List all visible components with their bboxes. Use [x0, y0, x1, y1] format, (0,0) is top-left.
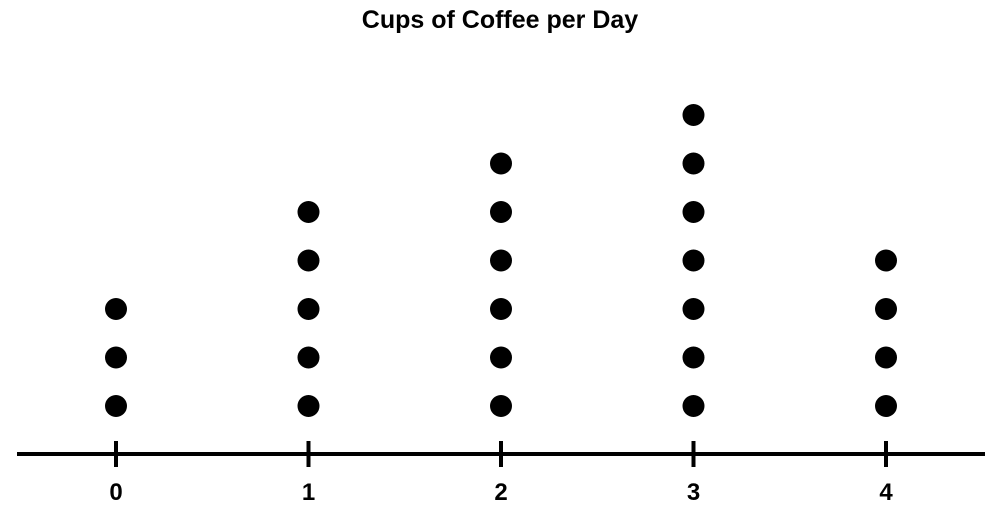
data-dot [105, 346, 127, 369]
data-dot [490, 395, 512, 417]
data-dot [297, 249, 320, 272]
data-dot [490, 249, 512, 272]
data-dot [297, 395, 320, 417]
x-tick-label: 2 [494, 479, 507, 506]
data-dot [490, 152, 512, 175]
data-dot [682, 201, 705, 223]
data-dot [105, 298, 127, 320]
data-dot [682, 249, 705, 272]
data-dot [490, 298, 512, 320]
x-tick-label: 4 [879, 479, 893, 506]
chart-title: Cups of Coffee per Day [361, 6, 639, 34]
data-dot [682, 298, 705, 320]
x-tick-label: 0 [109, 479, 122, 506]
data-dot [875, 298, 897, 320]
data-dot [490, 201, 512, 223]
data-dot [682, 346, 705, 369]
data-dot [875, 249, 897, 272]
data-dot [682, 152, 705, 175]
data-dot [682, 104, 705, 126]
data-dot [105, 395, 127, 417]
data-dot [297, 298, 320, 320]
x-tick-label: 3 [687, 479, 700, 506]
data-dot [297, 346, 320, 369]
data-dot [297, 201, 320, 223]
data-dot [875, 395, 897, 417]
data-dot [682, 395, 705, 417]
x-tick-label: 1 [302, 479, 315, 506]
data-dot [875, 346, 897, 369]
data-dot [490, 346, 512, 369]
